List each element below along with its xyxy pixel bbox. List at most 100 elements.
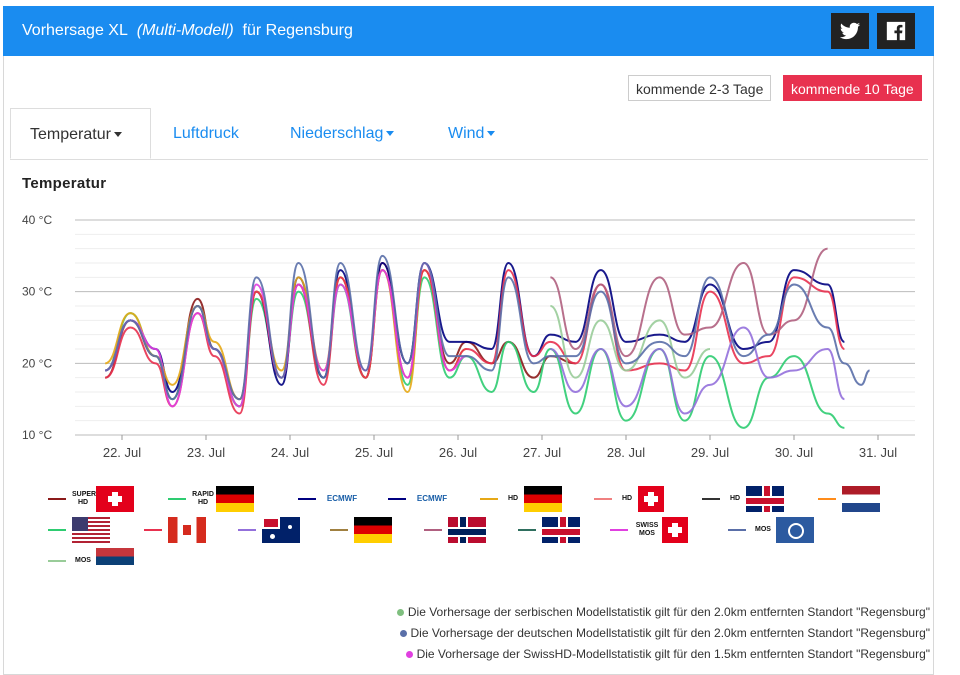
title-suffix: für Regensburg [242,22,353,39]
tab-wind[interactable]: Wind [448,108,496,159]
series-line-4 [104,269,846,415]
note-dot [399,630,407,638]
legend-item-norway[interactable] [424,515,486,545]
legend-line [48,498,66,500]
chevron-down-icon [386,131,395,137]
legend-line [594,498,612,500]
x-tick-label: 28. Jul [607,445,645,460]
forecast-card [3,6,934,675]
model-notes: Die Vorhersage der serbischen Modellstat… [396,602,930,665]
ecmwf-logo: ECMWF [416,494,448,503]
legend-item-hd-uk[interactable]: HD [702,484,784,514]
x-tick-label: 31. Jul [859,445,897,460]
legend-item-usa[interactable] [48,515,110,545]
legend-line [298,498,316,500]
twitter-share-button[interactable] [831,13,869,49]
x-tick-label: 26. Jul [439,445,477,460]
series-line-6 [550,326,845,415]
uk-flag-icon [746,486,784,512]
forecast-header: Vorhersage XL (Multi-Modell) für Regensb… [3,6,934,56]
legend-item-australia[interactable] [238,515,300,545]
y-tick-label: 10 °C [22,428,52,442]
legend-item-swiss-mos[interactable]: SWISS MOS [610,515,688,545]
ecmwf-logo: ECMWF [326,494,358,503]
y-tick-label: 20 °C [22,356,52,370]
twitter-icon [839,22,861,40]
y-tick-label: 30 °C [22,285,52,299]
section-title: Temperatur [22,175,107,192]
norway-flag-icon [448,517,486,543]
tab-temperatur[interactable]: Temperatur [10,108,151,159]
chevron-down-icon [487,131,496,137]
title-italic: (Multi-Modell) [136,22,234,39]
super-hd-badge: SUPER HD [72,491,97,506]
note-text: Die Vorhersage der serbischen Modellstat… [407,605,930,619]
facebook-icon [886,21,906,41]
legend-line [330,529,348,531]
x-tick-label: 30. Jul [775,445,813,460]
header-title: Vorhersage XL (Multi-Modell) für Regensb… [22,22,353,40]
hd-badge: HD [621,495,633,502]
legend-item-ecmwf-2[interactable]: ECMWF [388,484,454,514]
legend-line [610,529,628,531]
legend-item-germany[interactable] [330,515,392,545]
legend-item-mos-serbia[interactable]: MOS [48,546,134,576]
legend-item-hd-swiss[interactable]: HD [594,484,664,514]
swiss-flag-icon [96,486,134,512]
legend-item-mos-dwd[interactable]: MOS [728,515,814,545]
facebook-share-button[interactable] [877,13,915,49]
legend-line [480,498,498,500]
temperature-chart: 40 °C 30 °C 20 °C 10 °C 22. Jul 23. Jul 24. Ju… [22,213,915,460]
legend-line [144,529,162,531]
tab-luftdruck[interactable]: Luftdruck [173,108,239,159]
hd-badge: HD [507,495,519,502]
legend-line [424,529,442,531]
range-10-days-button[interactable]: kommende 10 Tage [783,75,922,101]
note-serbian: Die Vorhersage der serbischen Modellstat… [396,602,930,623]
netherlands-flag-icon [842,486,880,512]
uk-flag-icon [542,517,580,543]
x-tick-label: 23. Jul [187,445,225,460]
x-tick-label: 22. Jul [103,445,141,460]
series-line-9 [104,254,870,401]
serbia-flag-icon [96,548,134,574]
mos-badge: MOS [75,557,91,564]
rapid-hd-badge: RAPID HD [192,491,214,506]
x-tick-label: 24. Jul [271,445,309,460]
legend-item-uk[interactable] [518,515,580,545]
series-line-5 [549,247,828,358]
legend-item-rapid-hd-germany[interactable]: RAPID HD [168,484,254,514]
x-tick-label: 27. Jul [523,445,561,460]
note-text: Die Vorhersage der SwissHD-Modellstatist… [416,647,930,661]
hd-badge: HD [729,495,741,502]
note-dot [396,609,404,617]
legend-line [48,560,66,562]
canada-flag-icon [168,517,206,543]
legend-item-ecmwf-1[interactable]: ECMWF [298,484,364,514]
legend-line [168,498,186,500]
australia-flag-icon [262,517,300,543]
legend-item-super-hd-swiss[interactable]: SUPER HD [48,484,134,514]
germany-flag-icon [524,486,562,512]
legend-line [728,529,746,531]
legend-item-netherlands[interactable] [818,484,880,514]
tab-luftdruck-label: Luftdruck [173,125,239,142]
tab-niederschlag-label: Niederschlag [290,125,384,142]
note-text: Die Vorhersage der deutschen Modellstati… [410,626,930,640]
tab-niederschlag[interactable]: Niederschlag [290,108,395,159]
legend-item-hd-germany[interactable]: HD [480,484,562,514]
legend-line [48,529,66,531]
title-prefix: Vorhersage XL [22,22,128,39]
note-dot [405,651,413,659]
tab-temperatur-label: Temperatur [30,126,111,143]
usa-flag-icon [72,517,110,543]
germany-flag-icon [354,517,392,543]
legend-item-canada[interactable] [144,515,206,545]
series-line-7 [549,305,711,379]
series-line-2 [104,262,846,401]
series-line-8 [104,262,467,408]
germany-flag-icon [216,486,254,512]
chevron-down-icon [113,132,122,138]
dwd-logo-icon [776,517,814,543]
range-2-3-days-button[interactable]: kommende 2-3 Tage [628,75,772,101]
